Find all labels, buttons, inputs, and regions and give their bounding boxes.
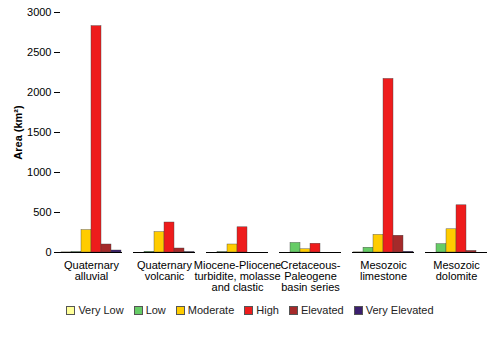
svg-text:Miocene-Plioceneturbidite, mol: Miocene-Plioceneturbidite, molasseand cl… <box>194 259 281 293</box>
html-text:Very Low: Very Low <box>78 304 124 316</box>
svg-text:Quaternaryvolcanic: Quaternaryvolcanic <box>137 259 193 282</box>
svg-text:1000: 1000 <box>27 166 51 178</box>
svg-text:500: 500 <box>33 206 51 218</box>
svg-text:2000: 2000 <box>27 86 51 98</box>
html-text:High: High <box>256 304 279 316</box>
svg-text:Quaternaryalluvial: Quaternaryalluvial <box>64 259 120 282</box>
svg-text:Mesozoiclimestone: Mesozoiclimestone <box>360 259 407 282</box>
html-text:Very Elevated: Very Elevated <box>365 304 434 316</box>
svg-text:2500: 2500 <box>27 46 51 58</box>
svg-text:1500: 1500 <box>27 126 51 138</box>
svg-text:Cretaceous-Paleogenebasin seri: Cretaceous-Paleogenebasin series <box>281 259 341 293</box>
html-text:Low: Low <box>145 304 166 316</box>
html-text:Elevated: Elevated <box>300 304 344 316</box>
svg-text:Area (km²): Area (km²) <box>12 105 24 160</box>
svg-text:3000: 3000 <box>27 6 51 18</box>
svg-text:0: 0 <box>45 246 51 258</box>
svg-text:Mesozoicdolomite: Mesozoicdolomite <box>433 259 480 282</box>
html-text:Moderate: Moderate <box>187 304 235 316</box>
